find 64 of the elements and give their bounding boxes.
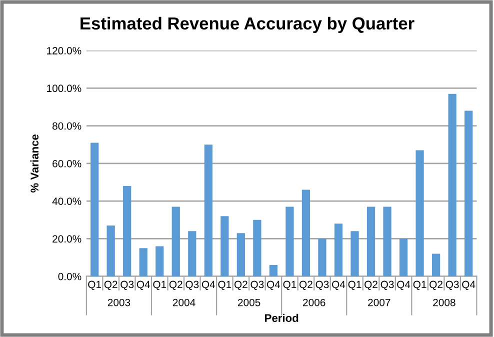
x-tick-label: Q4	[462, 280, 476, 290]
x-tick-label: Q3	[380, 280, 394, 290]
bar	[90, 142, 99, 276]
bar	[383, 206, 392, 276]
bar	[220, 216, 229, 276]
bar	[334, 224, 343, 276]
bar	[236, 233, 245, 276]
bar	[123, 186, 132, 276]
bar	[350, 231, 359, 276]
y-tick-label: 120.0%	[47, 47, 82, 54]
x-tick-label: Q4	[332, 280, 346, 290]
x-tick-label: Q4	[266, 280, 280, 290]
x-tick-label: Q1	[348, 280, 362, 290]
bar	[269, 265, 278, 276]
x-tick-label: Q2	[300, 280, 312, 290]
y-tick-label: 100.0%	[47, 84, 82, 92]
bar	[318, 238, 326, 276]
x-tick-label: Q2	[364, 280, 378, 290]
text: 2006	[303, 298, 326, 306]
text: 2007	[368, 298, 390, 306]
bar	[448, 94, 456, 276]
bar	[204, 144, 212, 276]
bar	[399, 238, 408, 276]
bar	[286, 206, 294, 276]
bar	[253, 220, 262, 276]
x-tick-label: Q2	[104, 280, 118, 290]
bar	[416, 150, 424, 276]
x-tick-label: Q1	[413, 280, 426, 290]
x-tick-label: Q3	[250, 280, 264, 290]
x-tick-label: Q2	[169, 280, 182, 290]
y-tick-label: 80.0%	[52, 122, 82, 130]
x-tick-label: Q1	[283, 280, 296, 290]
x-axis-title: Period	[265, 314, 298, 322]
bar	[106, 226, 115, 276]
chart-title: Estimated Revenue Accuracy by Quarter	[80, 16, 414, 34]
y-tick-label: 20.0%	[52, 235, 82, 243]
bar	[139, 248, 148, 276]
bar	[172, 206, 180, 276]
x-tick-label: Q1	[88, 280, 102, 290]
y-tick-label: 60.0%	[52, 160, 82, 168]
x-tick-label: Q3	[446, 280, 459, 290]
x-tick-label: Q3	[316, 280, 329, 290]
text: 2003	[108, 298, 130, 306]
y-axis-title: % Variance	[30, 134, 39, 193]
x-tick-label: Q4	[202, 280, 216, 290]
y-tick-label: 40.0%	[52, 198, 82, 205]
bar	[432, 254, 440, 276]
x-tick-label: Q4	[136, 280, 150, 290]
bar	[156, 246, 164, 276]
y-tick-label: 0.0%	[58, 272, 82, 280]
bar	[366, 206, 376, 276]
bar	[188, 231, 196, 276]
text: 2004	[172, 298, 196, 306]
x-tick-label: Q4	[397, 280, 410, 290]
x-tick-label: Q1	[218, 280, 232, 290]
text: 2008	[433, 298, 456, 306]
x-tick-label: Q1	[153, 280, 166, 290]
x-tick-label: Q3	[120, 280, 134, 290]
bar	[464, 110, 473, 276]
bar	[302, 190, 310, 276]
x-tick-label: Q2	[234, 280, 248, 290]
x-tick-label: Q2	[430, 280, 442, 290]
text: 2005	[238, 298, 260, 306]
x-tick-label: Q3	[186, 280, 199, 290]
